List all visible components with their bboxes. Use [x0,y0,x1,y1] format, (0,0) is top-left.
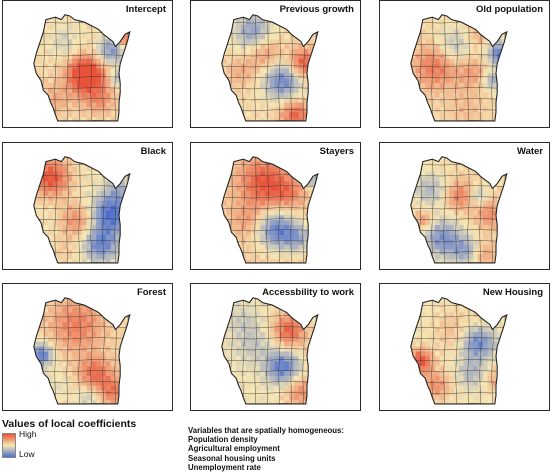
wisconsin-map [221,14,319,122]
coefficient-map-panel: New Housing [379,283,550,411]
wisconsin-map [221,297,319,405]
coefficient-map-panel: Intercept [2,0,173,128]
panel-title: Accessbility to work [262,287,354,298]
coefficient-map-panel: Forest [2,283,173,411]
homogeneous-item: Agricultural employment [188,444,280,454]
panel-title: Forest [136,287,166,298]
homogeneous-item: Population density [188,435,258,445]
panel-title: Intercept [125,4,166,15]
wisconsin-map [410,297,508,405]
coefficient-map-panel: Old population [379,0,550,128]
panel-title: New Housing [482,287,543,298]
coefficient-map-panel: Water [379,142,550,270]
homogeneous-item: Unemployment rate [188,462,261,472]
wisconsin-map [33,297,131,405]
coefficient-map-panel: Black [2,142,173,270]
homogeneous-heading: Variables that are spatially homogeneous… [188,426,344,435]
coefficient-map-panel: Previous growth [190,0,361,128]
coefficient-map-panel: Stayers [190,142,361,270]
panel-title: Water [516,146,543,157]
panel-title: Stayers [319,146,354,157]
wisconsin-map [33,14,131,122]
wisconsin-map [33,156,131,264]
wisconsin-map [410,14,508,122]
homogeneous-variables-note: Variables that are spatially homogeneous… [188,426,344,472]
wisconsin-map [410,156,508,264]
legend-high-label: High [19,429,37,439]
homogeneous-item: Seasonal housing units [188,453,276,463]
legend-low-label: Low [19,449,35,459]
panel-title: Previous growth [279,4,354,15]
wisconsin-map [221,156,319,264]
legend-color-ramp [2,433,16,458]
legend-title: Values of local coefficients [2,418,137,430]
panel-title: Old population [475,4,543,15]
panel-title: Black [140,146,166,157]
coefficient-map-panel: Accessbility to work [190,283,361,411]
